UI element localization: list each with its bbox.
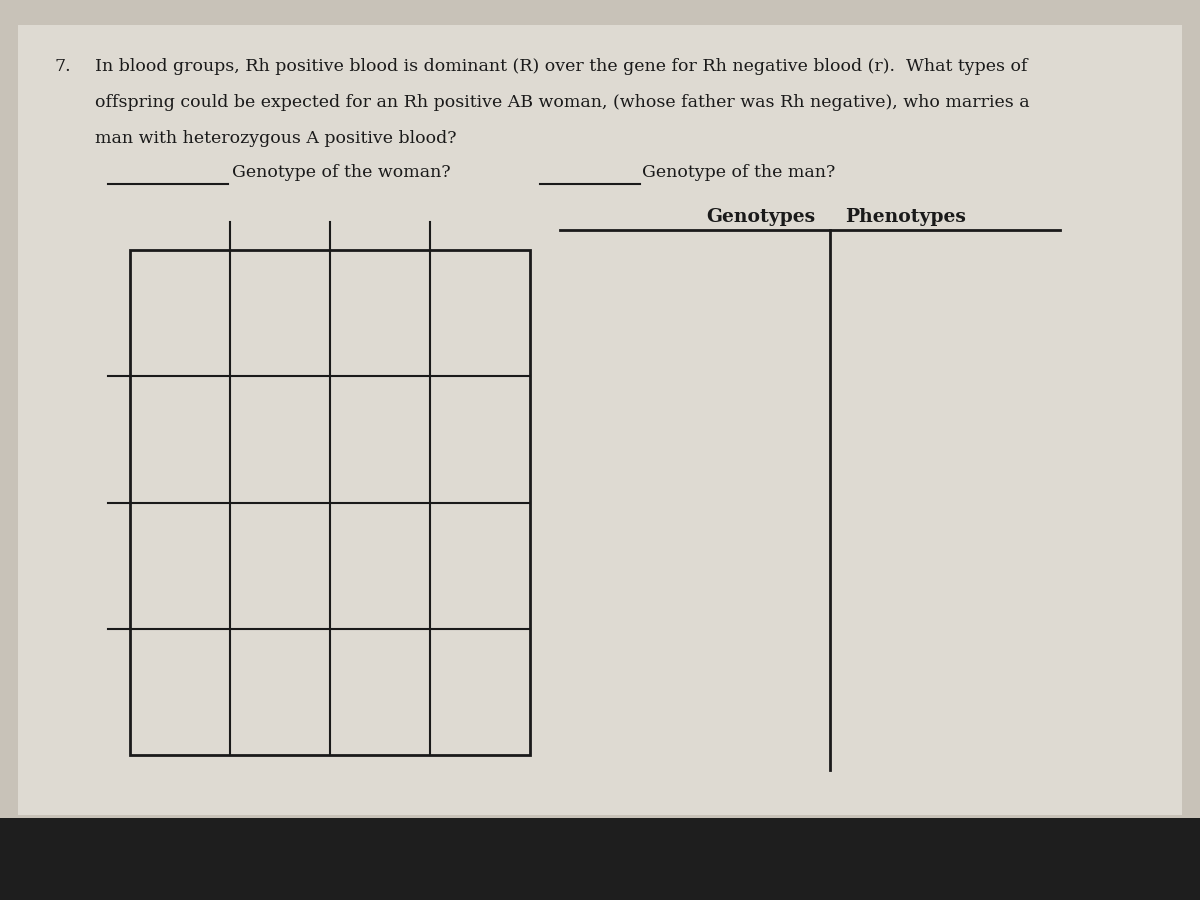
Text: Genotypes: Genotypes [706, 208, 815, 226]
Bar [130, 250, 530, 755]
Bar [18, 25, 1182, 815]
Text: man with heterozygous A positive blood?: man with heterozygous A positive blood? [95, 130, 456, 147]
Text: Genotype of the woman?: Genotype of the woman? [232, 164, 451, 181]
Bar [0, 818, 1200, 900]
Text: 7.: 7. [55, 58, 72, 75]
Text: In blood groups, Rh positive blood is dominant (R) over the gene for Rh negative: In blood groups, Rh positive blood is do… [95, 58, 1027, 75]
Text: Phenotypes: Phenotypes [845, 208, 966, 226]
Text: Genotype of the man?: Genotype of the man? [642, 164, 835, 181]
Text: offspring could be expected for an Rh positive AB woman, (whose father was Rh ne: offspring could be expected for an Rh po… [95, 94, 1030, 111]
